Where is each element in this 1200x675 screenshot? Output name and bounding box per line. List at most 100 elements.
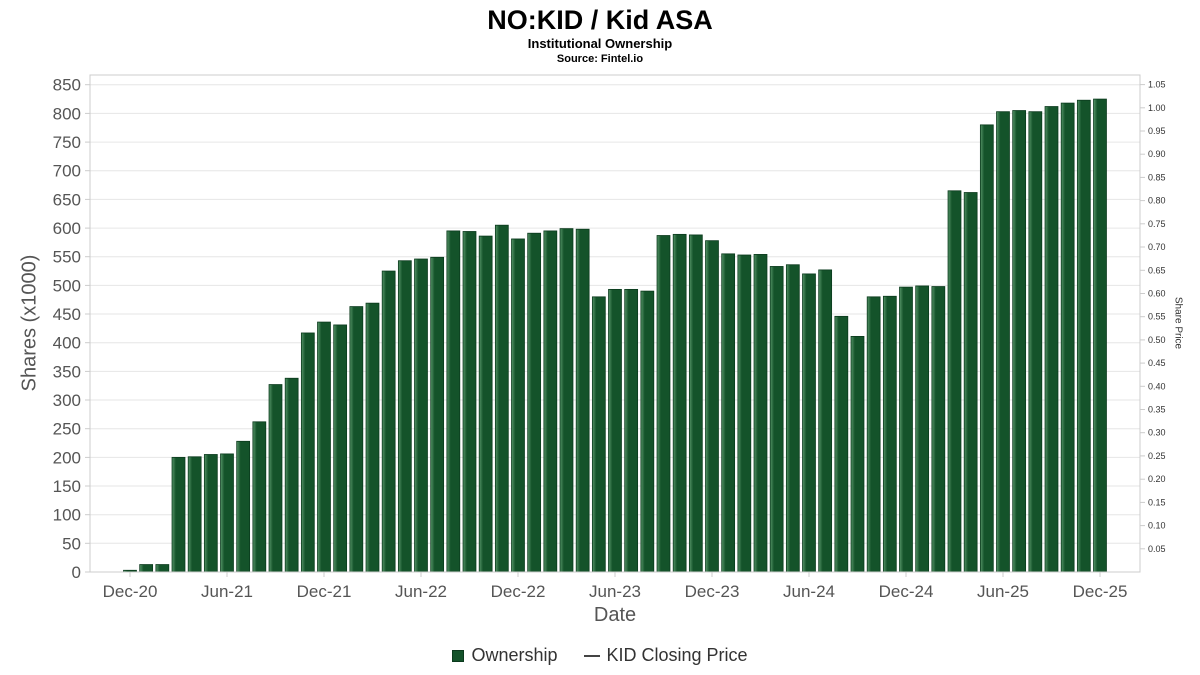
- ownership-bar-Jul-23[interactable]: [624, 288, 639, 573]
- ownership-bar-Feb-21[interactable]: [155, 564, 170, 573]
- ownership-bar-Mar-25[interactable]: [947, 190, 962, 573]
- ownership-bar-Apr-22[interactable]: [381, 270, 396, 573]
- ownership-bar-Oct-21[interactable]: [284, 377, 299, 573]
- svg-text:700: 700: [53, 162, 81, 181]
- ownership-bar-May-24[interactable]: [785, 264, 800, 573]
- legend-item-ownership[interactable]: Ownership: [452, 645, 558, 666]
- ownership-bar-Jun-24[interactable]: [802, 273, 816, 573]
- svg-text:Jun-23: Jun-23: [589, 582, 641, 601]
- ownership-bar-Jul-25[interactable]: [1012, 110, 1027, 573]
- svg-text:0.20: 0.20: [1148, 474, 1166, 484]
- ownership-bar-Sep-21[interactable]: [268, 384, 283, 573]
- ownership-bar-Nov-24[interactable]: [882, 295, 897, 573]
- ownership-bar-Jan-23[interactable]: [527, 232, 542, 573]
- svg-text:0.65: 0.65: [1148, 265, 1166, 275]
- svg-text:0.70: 0.70: [1148, 242, 1166, 252]
- ownership-bar-Aug-24[interactable]: [834, 315, 849, 573]
- svg-text:0: 0: [72, 563, 81, 582]
- ownership-bar-Nov-21[interactable]: [300, 332, 315, 573]
- ownership-bar-Feb-23[interactable]: [543, 230, 558, 573]
- ownership-bar-Oct-22[interactable]: [478, 235, 493, 573]
- svg-text:650: 650: [53, 190, 81, 209]
- ownership-bar-Jun-25[interactable]: [996, 111, 1010, 573]
- ownership-bar-Mar-24[interactable]: [753, 254, 768, 573]
- svg-text:1.05: 1.05: [1148, 80, 1166, 90]
- ownership-bar-Mar-22[interactable]: [365, 302, 380, 573]
- ownership-bar-May-25[interactable]: [979, 124, 994, 573]
- ownership-bar-Nov-25[interactable]: [1076, 99, 1091, 573]
- svg-text:Jun-25: Jun-25: [977, 582, 1029, 601]
- svg-text:150: 150: [53, 477, 81, 496]
- svg-text:0.40: 0.40: [1148, 381, 1166, 391]
- ownership-bar-Feb-25[interactable]: [931, 286, 946, 573]
- ownership-bar-May-21[interactable]: [203, 454, 218, 573]
- ownership-bar-Nov-23[interactable]: [688, 234, 703, 573]
- ownership-bar-Aug-23[interactable]: [640, 290, 655, 573]
- ownership-bar-Aug-21[interactable]: [252, 421, 267, 573]
- svg-text:800: 800: [53, 104, 81, 123]
- ownership-bar-Jul-24[interactable]: [818, 269, 833, 573]
- ownership-bar-Jul-21[interactable]: [236, 440, 251, 573]
- ownership-bar-Mar-21[interactable]: [171, 456, 186, 573]
- ownership-bar-Dec-25[interactable]: [1093, 98, 1107, 573]
- ownership-bar-swatch-icon: [452, 649, 465, 662]
- ownership-bar-Jan-22[interactable]: [333, 324, 348, 573]
- svg-text:1.00: 1.00: [1148, 103, 1166, 113]
- ownership-bar-Apr-23[interactable]: [575, 228, 590, 573]
- ownership-bar-Jan-24[interactable]: [721, 253, 736, 573]
- svg-text:0.30: 0.30: [1148, 428, 1166, 438]
- ownership-bar-May-23[interactable]: [591, 296, 606, 573]
- svg-text:450: 450: [53, 305, 81, 324]
- ownership-bar-Sep-23[interactable]: [656, 235, 671, 573]
- svg-text:0.50: 0.50: [1148, 335, 1166, 345]
- ownership-bar-Dec-23[interactable]: [705, 240, 719, 573]
- ownership-bar-Sep-25[interactable]: [1044, 106, 1059, 573]
- ownership-bar-Sep-22[interactable]: [462, 231, 477, 573]
- ownership-bar-Oct-24[interactable]: [866, 296, 881, 573]
- ownership-bar-Feb-22[interactable]: [349, 306, 364, 573]
- svg-text:0.10: 0.10: [1148, 521, 1166, 531]
- svg-text:0.15: 0.15: [1148, 497, 1166, 507]
- svg-text:50: 50: [62, 534, 81, 553]
- ownership-bar-Jun-22[interactable]: [414, 258, 428, 573]
- legend-label-closing-price: KID Closing Price: [606, 645, 748, 665]
- ownership-bar-Aug-25[interactable]: [1028, 111, 1043, 573]
- ownership-bar-Sep-24[interactable]: [850, 335, 865, 573]
- ownership-bar-Dec-21[interactable]: [317, 321, 331, 573]
- svg-text:0.75: 0.75: [1148, 219, 1166, 229]
- ownership-bar-Apr-21[interactable]: [187, 456, 202, 573]
- ownership-bar-Oct-25[interactable]: [1060, 102, 1075, 573]
- svg-text:0.45: 0.45: [1148, 358, 1166, 368]
- svg-text:Dec-21: Dec-21: [297, 582, 352, 601]
- ownership-bar-Oct-23[interactable]: [672, 233, 687, 573]
- svg-text:250: 250: [53, 420, 81, 439]
- legend-item-closing-price[interactable]: KID Closing Price: [583, 645, 748, 666]
- svg-text:500: 500: [53, 276, 81, 295]
- legend-label-ownership: Ownership: [471, 645, 558, 665]
- ownership-bar-Apr-25[interactable]: [963, 192, 978, 573]
- ownership-bar-Feb-24[interactable]: [737, 254, 752, 573]
- ownership-bar-Jun-21[interactable]: [220, 453, 234, 573]
- svg-text:550: 550: [53, 248, 81, 267]
- svg-text:0.60: 0.60: [1148, 289, 1166, 299]
- ownership-bar-Jan-25[interactable]: [915, 285, 930, 573]
- ownership-bar-Dec-22[interactable]: [511, 238, 525, 573]
- x-axis-label: Date: [593, 604, 637, 626]
- ownership-bar-Dec-24[interactable]: [899, 286, 913, 573]
- ownership-bar-chart: 0 50 100 150 200 250 300 350 400 450 500 550 600 650 7…: [53, 74, 1166, 601]
- ownership-bar-Mar-23[interactable]: [559, 228, 574, 573]
- ownership-bar-Aug-22[interactable]: [446, 230, 461, 573]
- ownership-bar-Nov-22[interactable]: [494, 224, 509, 573]
- price-line-swatch-icon: [583, 654, 600, 657]
- ownership-bar-Jun-23[interactable]: [608, 288, 622, 573]
- svg-text:0.80: 0.80: [1148, 196, 1166, 206]
- svg-text:0.05: 0.05: [1148, 544, 1166, 554]
- ownership-bar-Apr-24[interactable]: [769, 266, 784, 573]
- svg-text:0.25: 0.25: [1148, 451, 1166, 461]
- ownership-bar-Jul-22[interactable]: [430, 256, 445, 573]
- svg-text:0.55: 0.55: [1148, 312, 1166, 322]
- svg-text:0.95: 0.95: [1148, 126, 1166, 136]
- ownership-bar-Jan-21[interactable]: [139, 564, 154, 573]
- svg-text:0.35: 0.35: [1148, 405, 1166, 415]
- ownership-bar-May-22[interactable]: [397, 260, 412, 573]
